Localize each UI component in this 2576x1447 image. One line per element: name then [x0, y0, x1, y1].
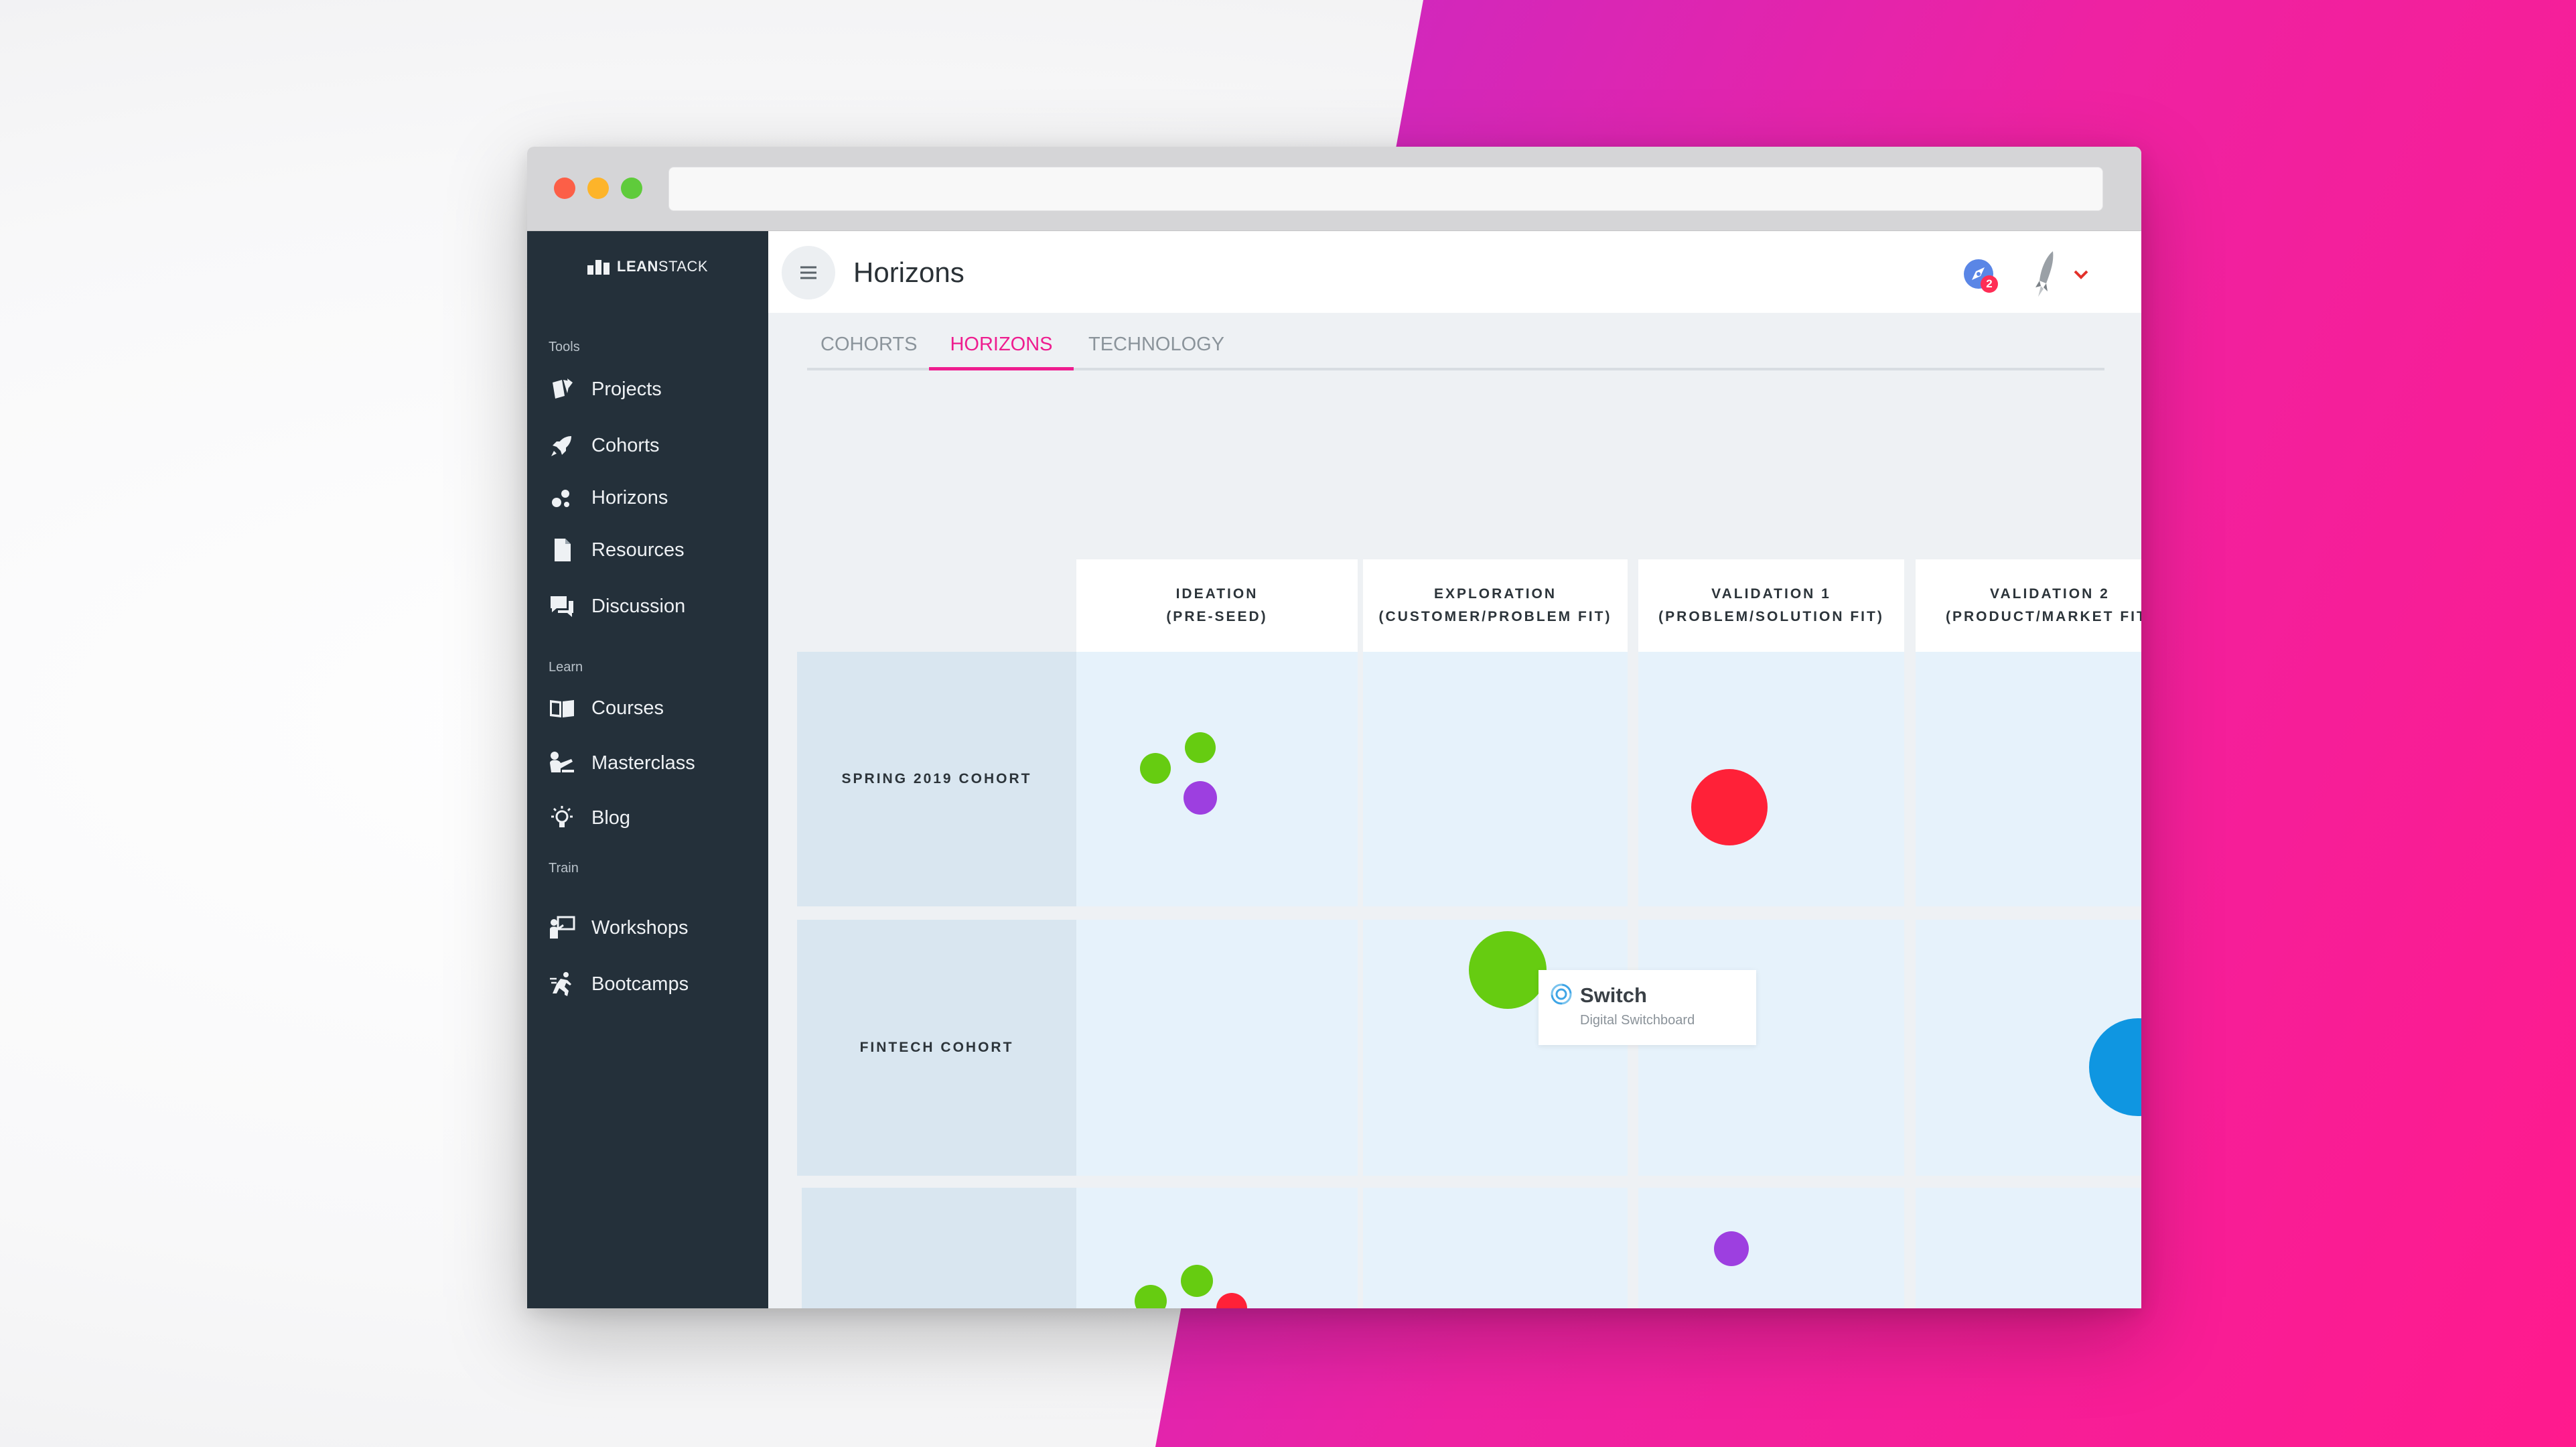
runner-icon — [547, 969, 577, 999]
row-label-fintech: FINTECH COHORT — [797, 920, 1076, 1176]
column-header-ideation: IDEATION (PRE-SEED) — [1076, 559, 1358, 652]
menu-button[interactable] — [782, 246, 835, 299]
chat-icon — [547, 592, 577, 621]
matrix-cell — [1076, 1188, 1358, 1308]
rocket-icon — [547, 431, 577, 460]
matrix-cell — [1363, 1188, 1628, 1308]
tab-technology[interactable]: TECHNOLOGY — [1088, 334, 1225, 355]
book-icon — [547, 693, 577, 723]
chevron-down-icon[interactable] — [2071, 265, 2091, 285]
menu-icon — [800, 266, 816, 279]
minimize-window-button[interactable] — [587, 178, 609, 199]
matrix-cell — [1638, 1188, 1904, 1308]
bubbles-icon — [547, 483, 577, 512]
matrix-cell — [1076, 652, 1358, 906]
lightbulb-icon — [547, 803, 577, 833]
matrix-cell — [1916, 1188, 2141, 1308]
matrix-cell — [1638, 652, 1904, 906]
tab-horizons[interactable]: HORIZONS — [929, 324, 1074, 370]
presenter-icon — [547, 748, 577, 778]
sidebar-item-label: Resources — [591, 539, 685, 561]
matrix-cell — [1916, 652, 2141, 906]
section-label-tools: Tools — [549, 340, 580, 354]
column-title: IDEATION — [1175, 586, 1259, 602]
top-bar: Horizons 2 — [768, 231, 2141, 313]
logo-mark-icon — [587, 259, 612, 275]
main-content: Horizons 2 COHORTS HORIZONS TECHNOLOGY — [768, 231, 2141, 1308]
sidebar-item-workshops[interactable]: Workshops — [547, 908, 755, 948]
sidebar-item-masterclass[interactable]: Masterclass — [547, 743, 755, 783]
startup-bubble[interactable] — [1135, 1285, 1167, 1308]
sidebar-item-label: Workshops — [591, 916, 689, 939]
startup-bubble[interactable] — [1140, 753, 1171, 784]
cards-icon — [547, 374, 577, 404]
browser-chrome — [527, 147, 2141, 231]
browser-window: LEANSTACK Tools Projects Cohorts Horizon… — [527, 147, 2141, 1308]
column-header-validation-2: VALIDATION 2 (PRODUCT/MARKET FIT) — [1916, 559, 2141, 652]
sidebar-item-label: Masterclass — [591, 752, 695, 774]
sidebar-item-projects[interactable]: Projects — [547, 369, 755, 409]
row-label-spring-2019: SPRING 2019 COHORT — [797, 652, 1076, 906]
sidebar-item-discussion[interactable]: Discussion — [547, 586, 755, 626]
sidebar-item-resources[interactable]: Resources — [547, 530, 755, 570]
startup-bubble[interactable] — [1184, 781, 1217, 815]
logo-text-bold: LEAN — [617, 258, 658, 275]
startup-tooltip[interactable]: Switch Digital Switchboard — [1539, 970, 1756, 1045]
tooltip-title: Switch — [1580, 983, 1647, 1007]
whiteboard-icon — [547, 913, 577, 943]
sidebar-item-courses[interactable]: Courses — [547, 688, 755, 728]
column-header-validation-1: VALIDATION 1 (PROBLEM/SOLUTION FIT) — [1638, 559, 1904, 652]
column-title: VALIDATION 2 — [1990, 586, 2110, 602]
column-subtitle: (PRE-SEED) — [1166, 609, 1268, 624]
document-icon — [547, 535, 577, 565]
spinner-icon — [1551, 983, 1572, 1005]
page-title: Horizons — [853, 257, 964, 288]
leanstack-logo[interactable]: LEANSTACK — [587, 257, 708, 277]
sidebar: LEANSTACK Tools Projects Cohorts Horizon… — [527, 231, 768, 1308]
column-subtitle: (PRODUCT/MARKET FIT) — [1946, 609, 2141, 624]
sidebar-item-bootcamps[interactable]: Bootcamps — [547, 964, 755, 1004]
startup-bubble[interactable] — [1691, 769, 1768, 845]
section-label-train: Train — [549, 861, 579, 876]
matrix-cell — [1076, 920, 1358, 1176]
startup-bubble[interactable] — [1181, 1265, 1213, 1297]
address-bar[interactable] — [668, 167, 2103, 211]
column-header-exploration: EXPLORATION (CUSTOMER/PROBLEM FIT) — [1363, 559, 1628, 652]
sidebar-item-label: Horizons — [591, 486, 668, 508]
sidebar-item-label: Projects — [591, 378, 662, 400]
tooltip-subtitle: Digital Switchboard — [1580, 1013, 1695, 1028]
matrix-cell — [1363, 652, 1628, 906]
column-subtitle: (PROBLEM/SOLUTION FIT) — [1658, 609, 1884, 624]
startup-bubble[interactable] — [1469, 931, 1547, 1009]
startup-bubble[interactable] — [1714, 1231, 1749, 1266]
sidebar-item-label: Courses — [591, 697, 664, 719]
logo-text-light: STACK — [658, 258, 709, 275]
column-title: VALIDATION 1 — [1711, 586, 1831, 602]
matrix-cell — [1638, 920, 1904, 1176]
column-title: EXPLORATION — [1433, 586, 1557, 602]
sidebar-item-horizons[interactable]: Horizons — [547, 478, 755, 518]
section-label-learn: Learn — [549, 660, 583, 675]
startup-bubble[interactable] — [1185, 732, 1216, 763]
sidebar-item-blog[interactable]: Blog — [547, 798, 755, 838]
sidebar-item-label: Cohorts — [591, 434, 660, 456]
row-label-summer-2019: SUMMER 2019 COHORT — [802, 1188, 1081, 1308]
notification-badge: 2 — [1981, 275, 1998, 293]
sidebar-item-cohorts[interactable]: Cohorts — [547, 425, 755, 466]
column-subtitle: (CUSTOMER/PROBLEM FIT) — [1378, 609, 1612, 624]
startup-bubble[interactable] — [1216, 1293, 1247, 1308]
maximize-window-button[interactable] — [621, 178, 642, 199]
sidebar-item-label: Bootcamps — [591, 973, 689, 995]
tab-cohorts[interactable]: COHORTS — [820, 334, 918, 355]
sidebar-item-label: Blog — [591, 807, 631, 829]
view-tabs: COHORTS HORIZONS TECHNOLOGY — [807, 324, 2104, 370]
sidebar-item-label: Discussion — [591, 595, 686, 617]
rocket-avatar-icon[interactable] — [2026, 250, 2064, 298]
close-window-button[interactable] — [554, 178, 575, 199]
